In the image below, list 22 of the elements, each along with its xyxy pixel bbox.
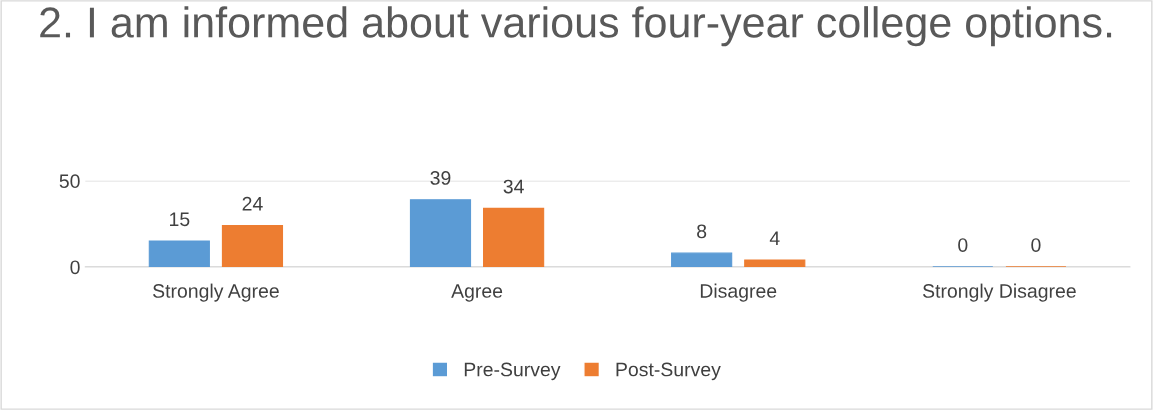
bar	[148, 240, 210, 267]
legend-label: Pre-Survey	[464, 362, 561, 381]
bar	[221, 225, 284, 267]
legend-label: Post-Survey	[616, 362, 721, 381]
data-label: 0	[1031, 238, 1041, 252]
data-label: 39	[430, 171, 451, 185]
bar	[744, 259, 806, 267]
x-tick-label: Strongly Agree	[153, 283, 279, 302]
x-tick-label: Agree	[451, 284, 503, 302]
y-tick-label: 50	[59, 174, 80, 189]
data-label: 8	[697, 224, 707, 239]
data-label: 34	[503, 179, 524, 194]
chart-title: 2. I am informed about various four-year college options.	[40, 6, 1112, 47]
bar	[483, 207, 545, 267]
x-tick-label: Disagree	[700, 283, 777, 302]
data-label: 4	[769, 231, 780, 245]
data-label: 15	[170, 212, 190, 227]
x-tick-label: Strongly Disagree	[922, 283, 1076, 302]
data-label: 0	[958, 238, 968, 252]
bar	[671, 252, 733, 267]
bar	[409, 199, 472, 267]
data-label: 24	[242, 196, 263, 211]
